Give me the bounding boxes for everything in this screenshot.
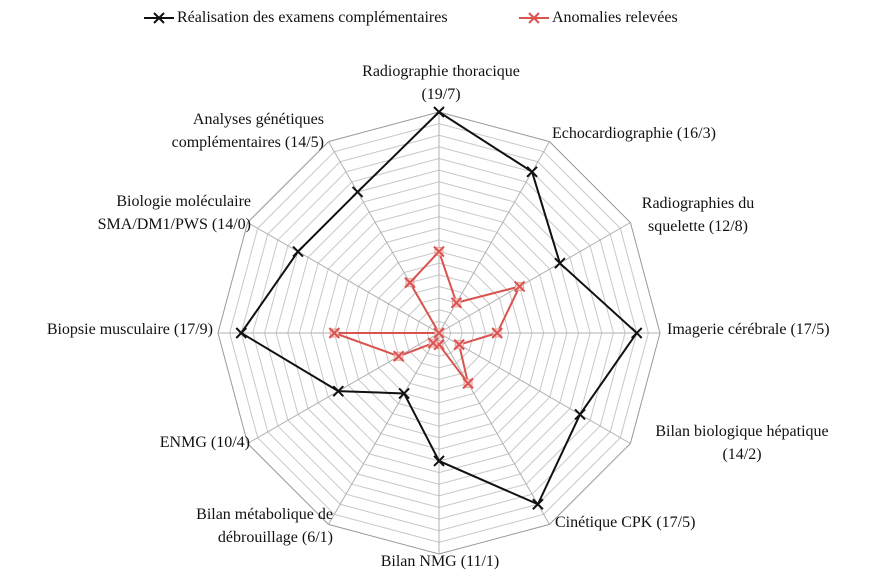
marker [328,327,341,339]
spoke [328,332,440,525]
legend-marker [153,12,165,24]
spoke [438,222,631,334]
axis-label: Imagerie cérébrale (17/5) [667,321,830,338]
spoke [438,332,631,444]
marker [235,327,247,339]
axis-label: Echocardiographie (16/3) [552,125,716,142]
axis-label: Biopsie musculaire (17/9) [47,321,213,338]
marker [462,377,474,390]
spoke [247,222,440,334]
marker [332,385,344,397]
marker [398,387,410,400]
marker [427,337,439,349]
marker [631,327,643,339]
marker [392,350,405,362]
axis-label: Bilan biologique hépatique (14/2) [655,423,828,463]
legend-marker [528,12,540,24]
marker [292,245,304,258]
legend-label: Réalisation des examens complémentaires [177,9,448,26]
marker [351,186,364,198]
legend-label: Anomalies relevées [552,9,678,26]
axis-label: Cinétique CPK (17/5) [555,514,695,531]
marker [554,257,566,269]
marker [532,498,544,510]
marker [513,280,526,293]
marker [433,455,445,467]
marker [433,245,445,258]
axis-label: Analyses génétiques complémentaires (14/5… [172,111,324,151]
axis-label: ENMG (10/4) [160,434,250,451]
spoke [247,332,440,444]
marker [453,338,465,351]
marker [433,106,445,118]
spoke [438,332,550,525]
marker [404,276,416,289]
marker [526,166,538,178]
marker [450,297,463,309]
marker [574,408,586,421]
marker [433,327,445,339]
axis-label: Radiographie thoracique (19/7) [362,63,520,103]
axis-label: Radiographies du squelette (12/8) [642,195,754,235]
axis-label: Biologie moléculaire SMA/DM1/PWS (14/0) [98,193,251,233]
axis-label: Bilan NMG (11/1) [381,553,500,570]
axis-label: Bilan métabolique de débrouillage (6/1) [196,506,333,546]
marker [491,327,503,339]
